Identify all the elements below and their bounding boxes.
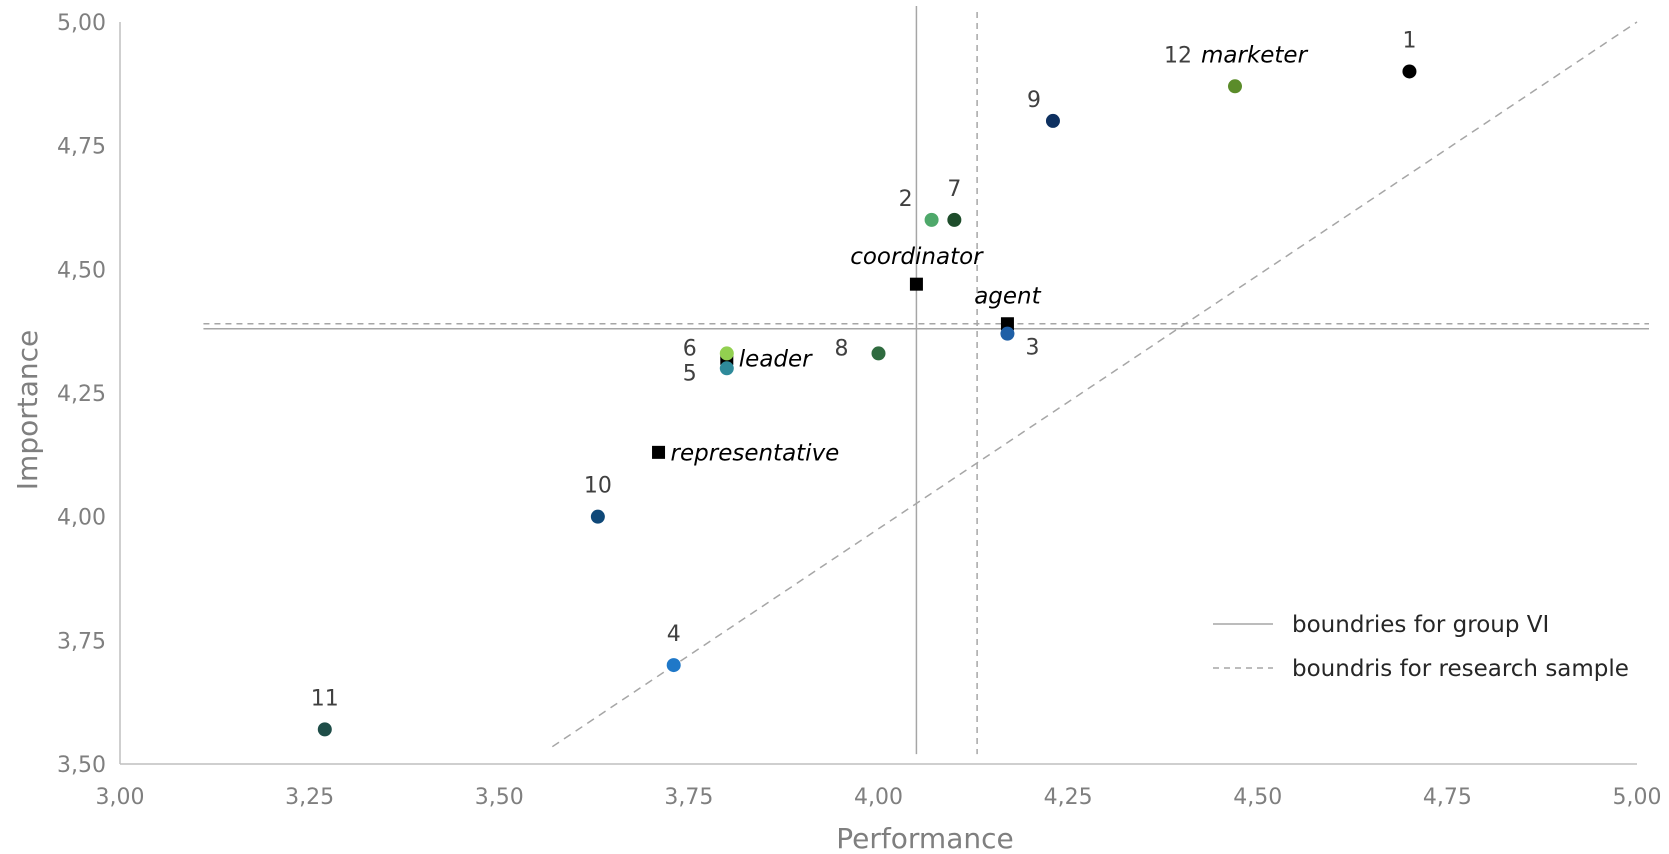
x-tick-label: 5,00 [1613,785,1662,810]
data-point [871,346,886,361]
data-marks [317,64,1417,737]
data-point [317,722,332,737]
data-point [1045,113,1060,128]
y-tick-label: 3,50 [57,753,106,778]
data-labels: coordinator agent leader representative mark… [311,28,1417,711]
data-point [590,509,605,524]
data-point [1402,64,1417,79]
boundary-lines [203,6,1649,755]
y-tick-label: 4,75 [57,135,106,160]
point-label: 1 [1402,28,1416,53]
x-tick-label: 4,50 [1233,785,1282,810]
y-tick-label: 5,00 [57,11,106,36]
role-label: leader [739,346,813,372]
x-tick-label: 3,50 [475,785,524,810]
point-label: 8 [835,336,849,361]
point-label: 2 [899,187,913,212]
role-label: coordinator [850,244,984,270]
data-point [1000,326,1015,341]
point-label: 5 [683,361,697,386]
point-label: 9 [1027,88,1041,113]
role-label: agent [974,284,1041,310]
x-axis-title: Performance [836,822,1013,854]
legend: boundries for group VI boundris for resea… [1213,612,1629,682]
point-label: 6 [683,336,697,361]
y-tick-label: 4,50 [57,258,106,283]
role-marker [652,445,666,459]
x-tick-label: 3,00 [96,785,145,810]
point-label: 12 [1164,43,1192,68]
diagonal-line [551,21,1638,748]
role-marker [909,277,923,291]
x-tick-label: 3,75 [664,785,713,810]
data-point [666,658,681,673]
point-label: 7 [947,177,961,202]
role-label: marketer [1201,42,1309,68]
x-tick-label: 4,00 [854,785,903,810]
y-axis-title: Importance [11,330,44,490]
x-tick-label: 4,75 [1423,785,1472,810]
point-label: 4 [667,622,681,647]
data-point [1227,79,1242,94]
axes: 3,00 3,25 3,50 3,75 4,00 4,25 4,50 4,75 5,00 3,50… [57,11,1661,810]
point-label: 11 [311,686,339,711]
x-tick-label: 4,25 [1044,785,1093,810]
y-tick-label: 4,25 [57,382,106,407]
point-label: 10 [584,474,612,499]
role-label: representative [671,440,840,466]
point-label: 3 [1025,336,1039,361]
x-tick-label: 3,25 [285,785,334,810]
legend-label: boundries for group VI [1292,612,1549,638]
legend-label: boundris for research sample [1292,656,1629,682]
data-point [719,346,734,361]
data-point [924,212,939,227]
role-marker [1000,317,1014,331]
y-tick-label: 3,75 [57,629,106,654]
data-point [719,361,734,376]
y-tick-label: 4,00 [57,506,106,531]
data-point [947,212,962,227]
